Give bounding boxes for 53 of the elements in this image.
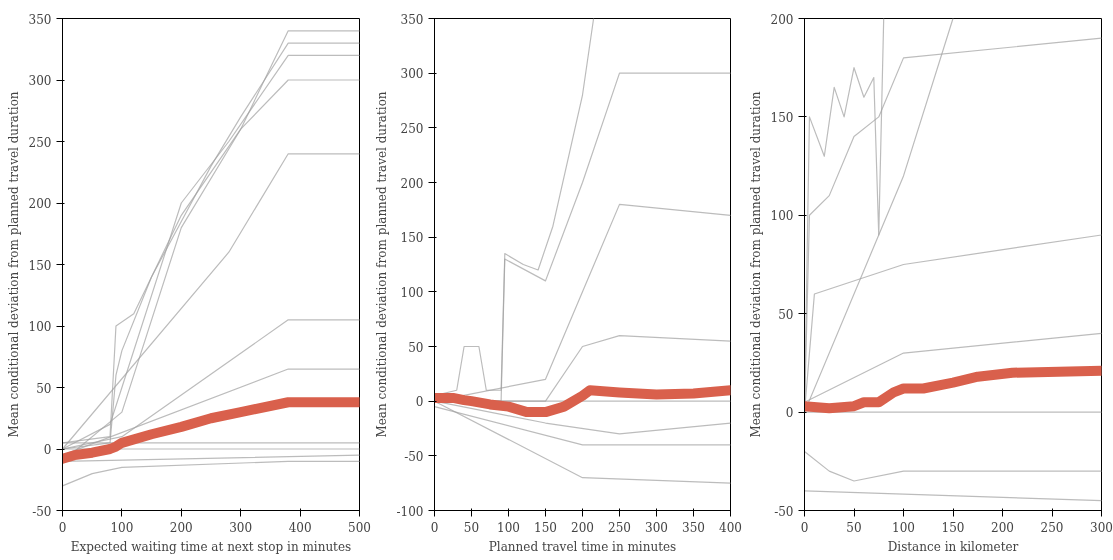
x-axis-title: Planned travel time in minutes — [488, 539, 677, 554]
y-tick-label: -50 — [774, 504, 794, 519]
x-tick-label: 200 — [571, 520, 594, 535]
y-tick-label: 250 — [400, 121, 424, 136]
x-tick-label: 200 — [991, 520, 1014, 535]
x-axis-title: Distance in kilometer — [887, 539, 1019, 554]
x-tick-label: 150 — [941, 520, 965, 535]
x-tick-label: 250 — [608, 520, 631, 535]
x-tick-label: 350 — [682, 520, 705, 535]
x-tick-label: 0 — [58, 520, 67, 535]
y-tick-label: 150 — [770, 110, 794, 125]
y-tick-label: 50 — [36, 381, 52, 396]
x-tick-label: 200 — [169, 520, 193, 535]
x-tick-label: 300 — [1090, 520, 1113, 535]
x-axis-title: Expected waiting time at next stop in minutes — [70, 539, 352, 554]
y-axis-title: Mean conditional deviation from planned travel duration — [6, 91, 21, 438]
x-tick-label: 100 — [892, 520, 915, 535]
x-tick-label: 400 — [288, 520, 312, 535]
y-tick-label: 200 — [28, 197, 52, 211]
x-tick-label: 250 — [1040, 520, 1064, 535]
y-tick-label: 200 — [770, 12, 794, 27]
x-tick-label: 300 — [229, 520, 253, 535]
y-tick-label: 350 — [400, 12, 424, 27]
y-tick-label: 100 — [28, 320, 52, 334]
y-tick-label: 250 — [28, 135, 52, 150]
y-tick-label: 200 — [400, 176, 424, 191]
x-tick-label: 300 — [645, 520, 668, 535]
x-tick-label: 0 — [430, 520, 439, 535]
y-tick-label: 300 — [400, 67, 424, 82]
x-tick-label: 50 — [463, 520, 480, 535]
y-axis-title: Mean conditional deviation from planned travel duration — [748, 91, 763, 438]
y-tick-label: 100 — [770, 209, 794, 224]
y-tick-label: 100 — [400, 285, 424, 300]
y-tick-label: 300 — [28, 74, 52, 88]
x-tick-label: 500 — [348, 520, 371, 535]
y-tick-label: 0 — [415, 395, 424, 410]
y-tick-label: 50 — [408, 340, 424, 355]
y-tick-label: 350 — [28, 12, 52, 27]
x-tick-label: 100 — [497, 520, 520, 535]
x-tick-label: 50 — [846, 520, 862, 535]
x-tick-label: 150 — [534, 520, 557, 535]
y-axis-title: Mean conditional deviation from planned travel duration — [374, 91, 389, 438]
y-tick-label: 150 — [28, 258, 52, 273]
y-tick-label: -50 — [404, 449, 424, 464]
y-tick-label: -50 — [32, 504, 52, 519]
y-tick-label: 0 — [785, 406, 794, 421]
y-tick-label: -100 — [396, 504, 424, 519]
x-tick-label: 100 — [110, 520, 134, 535]
y-tick-label: 150 — [400, 231, 424, 246]
x-tick-label: 400 — [719, 520, 742, 535]
y-tick-label: 0 — [43, 443, 52, 457]
x-tick-label: 0 — [800, 520, 809, 535]
y-tick-label: 50 — [778, 307, 794, 322]
